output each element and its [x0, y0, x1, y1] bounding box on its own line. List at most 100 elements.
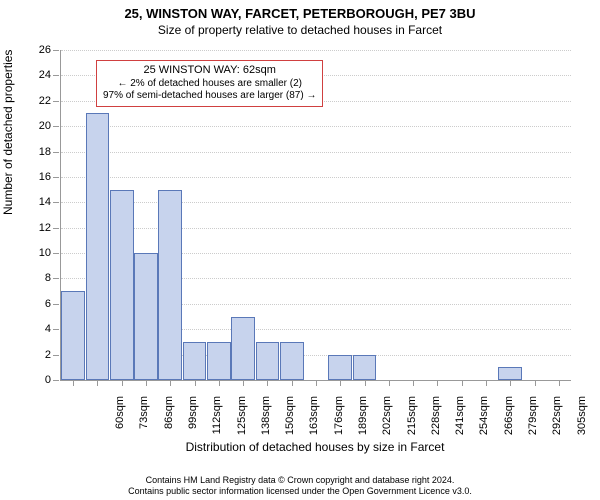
y-tick	[53, 355, 59, 356]
gridline	[61, 202, 571, 203]
y-tick	[53, 75, 59, 76]
bar	[183, 342, 207, 380]
plot-area: 0246810121416182022242660sqm73sqm86sqm99…	[60, 50, 571, 381]
x-tick	[73, 380, 74, 386]
gridline	[61, 228, 571, 229]
y-tick	[53, 50, 59, 51]
y-tick	[53, 202, 59, 203]
bar	[256, 342, 280, 380]
y-tick	[53, 304, 59, 305]
bar	[231, 317, 255, 380]
x-tick	[219, 380, 220, 386]
bar	[498, 367, 522, 380]
y-tick	[53, 101, 59, 102]
footer-line1: Contains HM Land Registry data © Crown c…	[0, 475, 600, 486]
x-tick	[559, 380, 560, 386]
x-tick	[195, 380, 196, 386]
y-tick-label: 0	[45, 374, 51, 386]
y-tick	[53, 329, 59, 330]
y-tick-label: 12	[39, 222, 51, 234]
x-tick	[389, 380, 390, 386]
x-tick	[510, 380, 511, 386]
x-tick-label: 176sqm	[333, 396, 345, 446]
x-tick-label: 305sqm	[576, 396, 588, 446]
y-tick-label: 20	[39, 120, 51, 132]
y-tick	[53, 253, 59, 254]
x-tick	[243, 380, 244, 386]
x-tick-label: 189sqm	[357, 396, 369, 446]
y-tick-label: 18	[39, 146, 51, 158]
x-tick-label: 292sqm	[551, 396, 563, 446]
y-tick-label: 16	[39, 171, 51, 183]
y-tick-label: 4	[45, 323, 51, 335]
y-axis-title: Number of detached properties	[1, 50, 15, 215]
bar	[158, 190, 182, 380]
y-tick	[53, 380, 59, 381]
x-tick-label: 228sqm	[430, 396, 442, 446]
y-tick	[53, 278, 59, 279]
x-tick	[535, 380, 536, 386]
y-tick-label: 2	[45, 349, 51, 361]
x-tick-label: 86sqm	[163, 396, 175, 446]
x-tick-label: 163sqm	[308, 396, 320, 446]
x-tick-label: 73sqm	[138, 396, 150, 446]
annotation-box: 25 WINSTON WAY: 62sqm← 2% of detached ho…	[96, 60, 323, 107]
gridline	[61, 177, 571, 178]
bar	[207, 342, 231, 380]
bar	[328, 355, 352, 380]
x-tick-label: 150sqm	[284, 396, 296, 446]
x-tick	[122, 380, 123, 386]
y-tick	[53, 228, 59, 229]
footer-attribution: Contains HM Land Registry data © Crown c…	[0, 475, 600, 497]
x-tick	[365, 380, 366, 386]
x-tick	[292, 380, 293, 386]
y-tick-label: 24	[39, 69, 51, 81]
x-tick-label: 254sqm	[478, 396, 490, 446]
x-tick	[413, 380, 414, 386]
x-tick-label: 99sqm	[187, 396, 199, 446]
y-tick	[53, 126, 59, 127]
annotation-line2: ← 2% of detached houses are smaller (2)	[103, 78, 316, 91]
x-tick-label: 215sqm	[406, 396, 418, 446]
x-tick	[486, 380, 487, 386]
chart-title: 25, WINSTON WAY, FARCET, PETERBOROUGH, P…	[0, 0, 600, 21]
y-tick-label: 10	[39, 247, 51, 259]
x-tick-label: 241sqm	[454, 396, 466, 446]
x-tick	[97, 380, 98, 386]
x-tick-label: 266sqm	[503, 396, 515, 446]
bar	[86, 113, 110, 380]
y-tick-label: 8	[45, 272, 51, 284]
x-tick	[267, 380, 268, 386]
x-tick-label: 202sqm	[381, 396, 393, 446]
bar	[280, 342, 304, 380]
footer-line2: Contains public sector information licen…	[0, 486, 600, 497]
y-tick-label: 6	[45, 298, 51, 310]
x-tick	[462, 380, 463, 386]
y-tick-label: 14	[39, 196, 51, 208]
x-tick	[340, 380, 341, 386]
x-axis-title: Distribution of detached houses by size …	[60, 440, 570, 454]
y-tick-label: 22	[39, 95, 51, 107]
x-tick-label: 125sqm	[236, 396, 248, 446]
bar	[134, 253, 158, 380]
annotation-line3: 97% of semi-detached houses are larger (…	[103, 90, 316, 103]
bar	[61, 291, 85, 380]
x-tick	[316, 380, 317, 386]
x-tick-label: 112sqm	[211, 396, 223, 446]
gridline	[61, 126, 571, 127]
x-tick-label: 138sqm	[260, 396, 272, 446]
y-tick-label: 26	[39, 44, 51, 56]
chart-subtitle: Size of property relative to detached ho…	[0, 21, 600, 37]
bar	[110, 190, 134, 380]
x-tick-label: 279sqm	[527, 396, 539, 446]
x-tick-label: 60sqm	[114, 396, 126, 446]
gridline	[61, 152, 571, 153]
x-tick	[146, 380, 147, 386]
y-tick	[53, 177, 59, 178]
x-tick	[170, 380, 171, 386]
annotation-line1: 25 WINSTON WAY: 62sqm	[103, 64, 316, 78]
y-tick	[53, 152, 59, 153]
gridline	[61, 50, 571, 51]
bar	[353, 355, 377, 380]
x-tick	[437, 380, 438, 386]
